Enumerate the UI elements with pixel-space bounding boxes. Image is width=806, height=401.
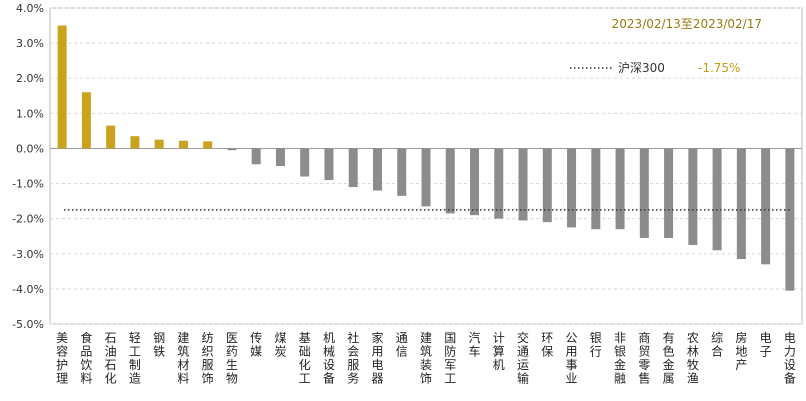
x-tick-label: 非银金融: [614, 331, 626, 386]
bar-社会服务: [348, 148, 358, 188]
bar-农林牧渔: [688, 148, 698, 245]
bar-国防军工: [445, 148, 455, 214]
bar-通信: [397, 148, 407, 196]
bar-环保: [542, 148, 552, 223]
y-tick-label: -5.0%: [12, 318, 44, 331]
x-tick-label: 纺织服饰: [202, 331, 214, 386]
bar-房地产: [736, 148, 746, 260]
x-tick-label: 传媒: [250, 330, 262, 359]
y-tick-label: 2.0%: [16, 72, 44, 85]
y-tick-label: -2.0%: [12, 213, 44, 226]
bar-汽车: [470, 148, 480, 216]
x-tick-label: 商贸零售: [638, 330, 650, 386]
bar-煤炭: [275, 148, 285, 166]
x-tick-label: 基础化工: [299, 331, 311, 386]
x-tick-label: 计算机: [493, 331, 505, 372]
y-tick-label: -3.0%: [12, 248, 44, 261]
bar-纺织服饰: [203, 141, 213, 149]
x-tick-label: 家用电器: [371, 330, 383, 386]
x-tick-label: 环保: [541, 331, 553, 359]
bar-医药生物: [227, 148, 237, 151]
bar-传媒: [251, 148, 261, 165]
x-tick-label: 房地产: [735, 330, 747, 372]
plot-frame: [49, 7, 803, 325]
x-tick-label: 建筑装饰: [420, 331, 432, 386]
bars-layer: [57, 25, 795, 291]
bar-有色金属: [664, 148, 674, 238]
x-tick-label: 美容护理: [56, 331, 68, 386]
legend-reference-name: 沪深300: [618, 61, 665, 75]
bar-石油石化: [106, 125, 116, 149]
x-tick-label: 通信: [396, 331, 408, 359]
x-tick-label: 食品饮料: [80, 330, 92, 386]
x-tick-label: 机械设备: [323, 331, 335, 386]
y-tick-label: 3.0%: [16, 37, 44, 50]
bar-轻工制造: [130, 136, 140, 149]
bar-钢铁: [154, 139, 164, 149]
y-tick-label: 0.0%: [16, 142, 44, 155]
x-tick-label: 煤炭: [274, 331, 286, 359]
bar-电子: [761, 148, 771, 265]
y-tick-label: 1.0%: [16, 107, 44, 120]
bar-非银金融: [615, 148, 625, 230]
x-tick-label: 石油石化: [105, 331, 117, 386]
x-tick-label: 综合: [711, 331, 723, 359]
bar-基础化工: [300, 148, 310, 177]
bar-建筑材料: [178, 140, 188, 149]
bar-综合: [712, 148, 722, 251]
x-tick-label: 电力设备: [784, 331, 796, 386]
date-range-label: 2023/02/13至2023/02/17: [612, 17, 762, 31]
bar-计算机: [494, 148, 504, 219]
bar-银行: [591, 148, 601, 230]
x-tick-label: 钢铁: [153, 331, 165, 359]
x-tick-label: 医药生物: [226, 331, 238, 386]
bar-交通运输: [518, 148, 528, 221]
bar-建筑装饰: [421, 148, 431, 207]
bar-食品饮料: [81, 92, 91, 149]
x-tick-label: 社会服务: [347, 330, 359, 386]
x-tick-label: 电子: [760, 331, 772, 359]
bar-家用电器: [372, 148, 382, 191]
x-tick-label: 国防军工: [444, 331, 456, 386]
x-tick-label: 有色金属: [663, 331, 675, 386]
x-tick-label: 公用事业: [566, 331, 578, 386]
bar-美容护理: [57, 25, 67, 149]
bar-商贸零售: [639, 148, 649, 238]
x-tick-label: 农林牧渔: [687, 331, 699, 386]
x-tick-label: 轻工制造: [129, 331, 141, 386]
x-tick-label: 汽车: [469, 330, 481, 359]
y-axis: 4.0% 3.0% 2.0% 1.0% 0.0% -1.0% -2.0% -3.0% -4.0%…: [12, 2, 44, 331]
bar-机械设备: [324, 148, 334, 181]
y-tick-label: 4.0%: [16, 2, 44, 15]
x-tick-label: 建筑材料: [177, 331, 189, 386]
bar-电力设备: [785, 148, 795, 291]
bar-公用事业: [567, 148, 577, 228]
x-tick-label: 银行: [590, 331, 602, 359]
legend-reference-value: -1.75%: [698, 61, 740, 75]
y-tick-label: -1.0%: [12, 178, 44, 191]
x-tick-label: 交通运输: [517, 330, 529, 386]
y-tick-label: -4.0%: [12, 283, 44, 296]
